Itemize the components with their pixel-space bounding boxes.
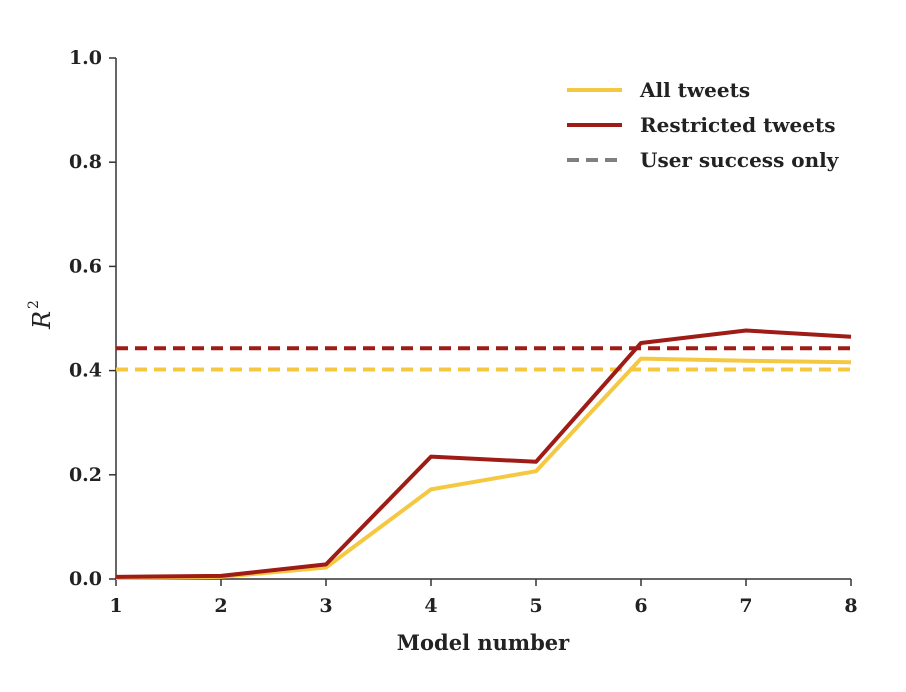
x-tick-label: 3 (319, 595, 332, 617)
y-axis-title-superscript: 2 (26, 300, 42, 309)
series-line-1 (115, 356, 852, 580)
y-tick-label: 0.0 (69, 568, 102, 590)
y-axis-title: R 2 (26, 300, 56, 330)
x-tick-label: 8 (844, 595, 857, 617)
y-tick-label: 0.8 (69, 151, 102, 173)
legend-label: All tweets (639, 78, 750, 102)
y-tick-label: 0.6 (69, 255, 102, 277)
series-line-2 (115, 328, 852, 579)
x-tick-label: 1 (109, 595, 122, 617)
series-lines (115, 328, 852, 580)
legend: All tweets Restricted tweets User success … (567, 78, 840, 172)
legend-label: User success only (640, 148, 840, 172)
x-tick-label: 4 (424, 595, 437, 617)
x-tick-label: 7 (739, 595, 752, 617)
legend-label: Restricted tweets (640, 113, 835, 137)
x-axis-title: Model number (397, 630, 570, 655)
y-tick-label: 0.2 (69, 464, 102, 486)
x-tick-label: 5 (529, 595, 542, 617)
baselines (116, 346, 851, 372)
x-tick-label: 6 (634, 595, 647, 617)
y-tick-label: 1.0 (69, 47, 102, 69)
axes: 0.0 0.2 0.4 0.6 0.8 1.0 1 2 3 4 5 6 7 8 (69, 47, 858, 617)
y-axis-title-base: R (28, 311, 56, 330)
y-tick-label: 0.4 (69, 360, 102, 382)
x-tick-label: 2 (214, 595, 227, 617)
